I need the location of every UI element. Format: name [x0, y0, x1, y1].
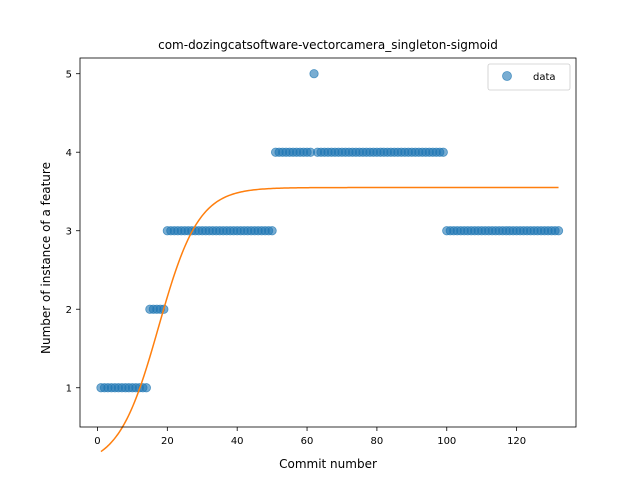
legend: data	[487, 63, 571, 91]
y-axis: 1 2 3 4 5	[66, 70, 80, 395]
x-tick-label: 120	[507, 436, 526, 447]
legend-box	[487, 63, 571, 91]
sigmoid-fit-line	[100, 186, 559, 453]
y-tick-label: 1	[66, 384, 72, 395]
legend-label-data: data	[533, 72, 556, 83]
y-tick-label: 5	[66, 70, 72, 81]
data-point	[553, 226, 564, 236]
legend-marker-data	[502, 71, 512, 81]
fit-curve-layer	[100, 186, 559, 453]
x-tick-label: 60	[301, 436, 314, 447]
y-tick-label: 4	[66, 148, 72, 159]
x-tick-label: 100	[437, 436, 456, 447]
x-tick-label: 0	[94, 436, 100, 447]
chart-title: com-dozingcatsoftware-vectorcamera_singl…	[158, 38, 498, 52]
y-axis-label: Number of instance of a feature	[39, 162, 53, 354]
x-axis: 0 20 40 60 80 100 120	[94, 427, 526, 447]
y-tick-label: 3	[66, 227, 72, 238]
data-points	[96, 69, 564, 393]
data-point	[438, 147, 448, 157]
data-point	[141, 383, 151, 393]
data-point	[309, 69, 319, 79]
x-axis-label: Commit number	[279, 457, 377, 471]
x-tick-label: 20	[161, 436, 174, 447]
axes-frame	[79, 57, 577, 428]
data-point	[267, 226, 277, 236]
x-tick-label: 80	[371, 436, 384, 447]
x-tick-label: 40	[231, 436, 244, 447]
y-tick-label: 2	[66, 305, 72, 316]
